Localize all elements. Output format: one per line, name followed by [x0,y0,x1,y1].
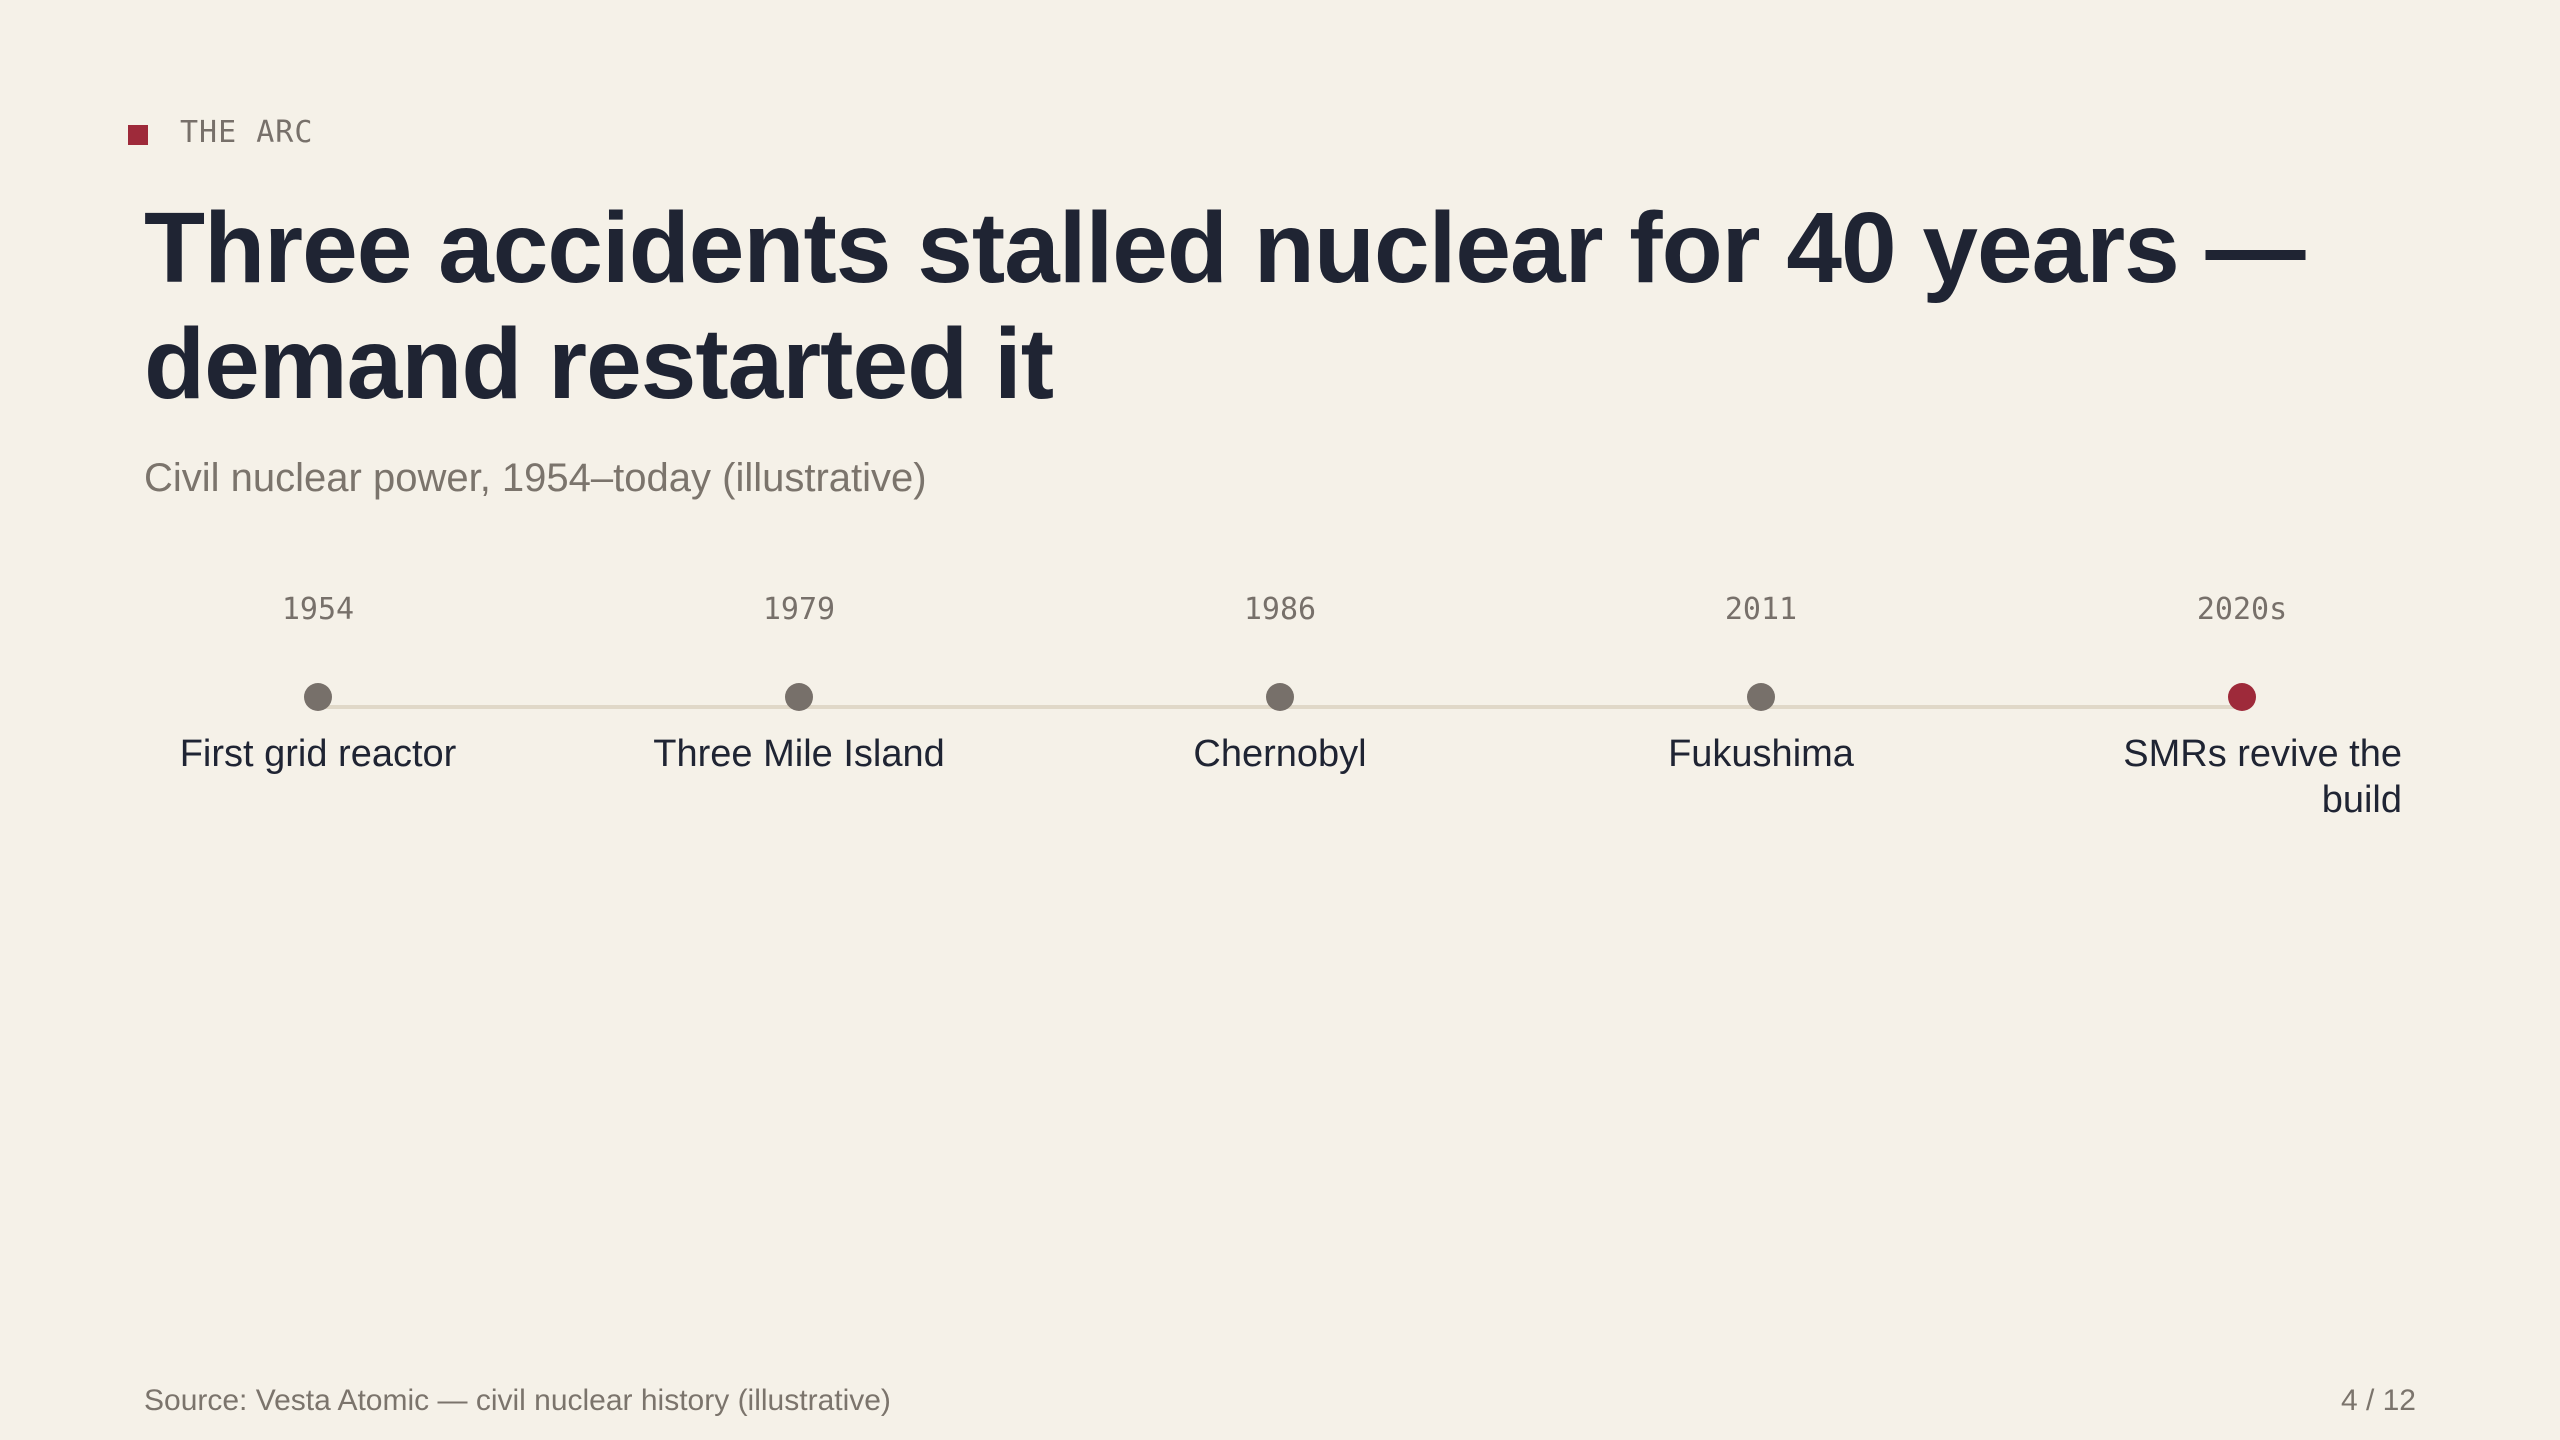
event-dot-icon [1747,683,1775,711]
slide-subtitle: Civil nuclear power, 1954–today (illustr… [144,456,927,500]
event-dot-icon [1266,683,1294,711]
section-kicker: THE ARC [128,112,313,152]
page-number: 4 / 12 [2340,1384,2416,1417]
event-dot-highlight-icon [2228,683,2256,711]
event-label: Fukushima [1668,733,1854,775]
event-year: 1954 [281,592,355,627]
event-label: SMRs revive the build [2123,733,2402,821]
event-dot-icon [304,683,332,711]
event-year: 2011 [1724,592,1798,627]
timeline-event-1954: 1954 First grid reactor [138,590,498,777]
event-label: First grid reactor [179,733,457,775]
timeline-event-2011: 2011 Fukushima [1581,590,1941,777]
timeline-event-1979: 1979 Three Mile Island [619,590,979,777]
source-note: Source: Vesta Atomic — civil nuclear his… [144,1384,891,1417]
event-year: 1979 [762,592,836,627]
event-year: 1986 [1243,592,1317,627]
event-year: 2020s [2196,592,2288,627]
slide-title: Three accidents stalled nuclear for 40 y… [144,192,2306,420]
event-label: Three Mile Island [653,733,945,775]
kicker-square-icon [128,125,148,145]
timeline-event-2020s: 2020s SMRs revive the build [2062,590,2422,823]
timeline-event-1986: 1986 Chernobyl [1100,590,1460,777]
event-dot-icon [785,683,813,711]
event-label: Chernobyl [1193,733,1367,775]
kicker-label: THE ARC [180,114,314,150]
